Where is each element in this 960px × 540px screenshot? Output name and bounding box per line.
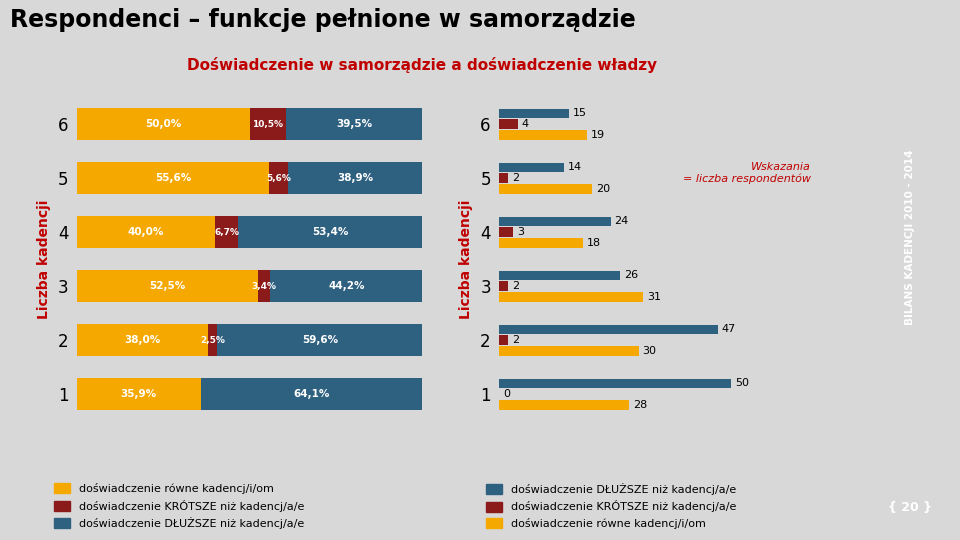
Text: 35,9%: 35,9% (121, 389, 156, 399)
Text: 24: 24 (614, 217, 629, 226)
Text: 64,1%: 64,1% (294, 389, 330, 399)
Bar (499, 335, 509, 345)
Text: 2: 2 (513, 281, 519, 291)
Text: BILANS KADENCJI 2010 - 2014: BILANS KADENCJI 2010 - 2014 (905, 150, 915, 325)
Text: 0: 0 (503, 389, 510, 399)
Bar (270, 270, 422, 302)
Bar (215, 216, 238, 248)
Text: 3: 3 (516, 227, 524, 237)
Text: 38,0%: 38,0% (125, 335, 160, 345)
Bar (77, 216, 215, 248)
Text: 59,6%: 59,6% (301, 335, 338, 345)
Bar (217, 324, 422, 356)
Text: 19: 19 (591, 130, 606, 140)
Bar (208, 324, 217, 356)
Bar (77, 108, 250, 140)
Bar (77, 162, 269, 194)
Text: Wskazania
= liczba respondentów: Wskazania = liczba respondentów (684, 161, 811, 184)
Bar (499, 109, 569, 118)
Text: 2: 2 (513, 173, 519, 183)
Text: 15: 15 (572, 109, 587, 118)
Text: 50: 50 (735, 379, 749, 388)
Bar (499, 325, 717, 334)
Y-axis label: Liczba kadencji: Liczba kadencji (36, 199, 51, 319)
Text: 10,5%: 10,5% (252, 120, 283, 129)
Text: 6,7%: 6,7% (214, 228, 239, 237)
Text: 40,0%: 40,0% (128, 227, 164, 237)
Text: 18: 18 (587, 238, 601, 248)
Bar (499, 271, 620, 280)
Bar (499, 227, 514, 237)
Bar (286, 108, 422, 140)
Text: 28: 28 (633, 400, 647, 410)
Bar (499, 163, 564, 172)
Text: 55,6%: 55,6% (155, 173, 191, 183)
Bar (269, 162, 288, 194)
Bar (499, 346, 638, 356)
Bar (499, 292, 643, 302)
Bar (77, 270, 258, 302)
Text: Respondenci – funkcje pełnione w samorządzie: Respondenci – funkcje pełnione w samorzą… (10, 8, 636, 32)
Legend: doświadczenie DŁUŻSZE niż kadencj/a/e, doświadczenie KRÓTSZE niż kadencj/a/e, do: doświadczenie DŁUŻSZE niż kadencj/a/e, d… (486, 483, 736, 529)
Text: 44,2%: 44,2% (328, 281, 365, 291)
Bar (238, 216, 422, 248)
Bar (77, 324, 208, 356)
Text: 50,0%: 50,0% (145, 119, 181, 129)
Bar (499, 400, 629, 410)
Bar (499, 119, 517, 129)
Text: 20: 20 (596, 184, 610, 194)
Text: 30: 30 (642, 346, 657, 356)
Bar (499, 281, 509, 291)
Bar (258, 270, 270, 302)
Text: 39,5%: 39,5% (336, 119, 372, 129)
Text: 3,4%: 3,4% (252, 282, 276, 291)
Legend: doświadczenie równe kadencj/i/om, doświadczenie KRÓTSZE niż kadencj/a/e, doświad: doświadczenie równe kadencj/i/om, doświa… (54, 483, 304, 529)
Text: 5,6%: 5,6% (266, 174, 291, 183)
Bar (201, 378, 422, 410)
Text: { 20 }: { 20 } (888, 501, 932, 514)
Bar (499, 379, 732, 388)
Text: 4: 4 (521, 119, 529, 129)
Text: 52,5%: 52,5% (150, 281, 185, 291)
Bar (499, 184, 592, 194)
Bar (499, 173, 509, 183)
Text: 26: 26 (624, 271, 637, 280)
Bar (499, 217, 611, 226)
Text: 47: 47 (721, 325, 735, 334)
Bar (288, 162, 422, 194)
Text: 31: 31 (647, 292, 660, 302)
Text: 53,4%: 53,4% (312, 227, 348, 237)
Text: 2,5%: 2,5% (200, 336, 225, 345)
Text: 2: 2 (513, 335, 519, 345)
Bar (77, 378, 201, 410)
Bar (250, 108, 286, 140)
Bar (499, 238, 583, 248)
Y-axis label: Liczba kadencji: Liczba kadencji (459, 199, 473, 319)
Bar (499, 130, 588, 140)
Text: Doświadczenie w samorządzie a doświadczenie władzy: Doświadczenie w samorządzie a doświadcze… (187, 57, 658, 73)
Text: 38,9%: 38,9% (338, 173, 373, 183)
Text: 14: 14 (568, 163, 582, 172)
